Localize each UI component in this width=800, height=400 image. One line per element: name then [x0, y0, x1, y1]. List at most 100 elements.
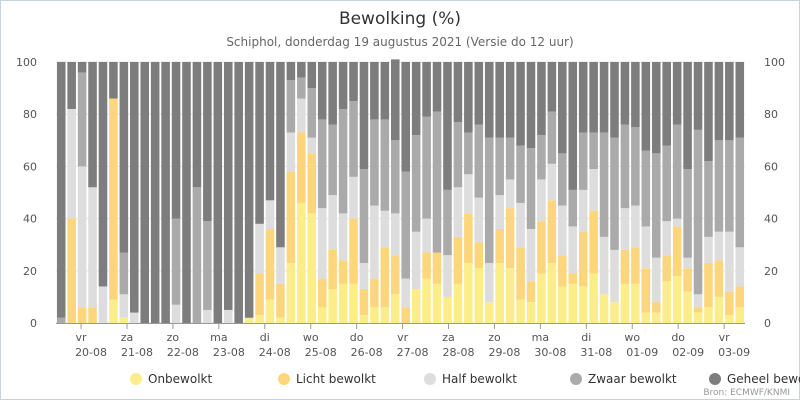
- x-tick-day: zo: [488, 331, 501, 344]
- y-tick-label-right: 40: [764, 213, 778, 226]
- bar-segment: [88, 187, 97, 308]
- bar-segment: [297, 62, 306, 78]
- bar-segment: [276, 317, 285, 323]
- legend-marker: [709, 373, 721, 385]
- bar-segment: [735, 307, 745, 323]
- bar-segment: [255, 273, 264, 316]
- bar-segment: [276, 283, 285, 318]
- bars: [56, 59, 745, 323]
- bar-segment: [98, 62, 108, 287]
- x-tick-day: di: [581, 331, 591, 344]
- bar-segment: [704, 161, 713, 237]
- bar-segment: [255, 62, 264, 224]
- bar-segment: [578, 132, 588, 190]
- bar-segment: [704, 262, 713, 308]
- y-axis-left: 0 20 40 60 80 100: [16, 56, 37, 330]
- legend-label[interactable]: Onbewolkt: [148, 372, 212, 386]
- bar-segment: [735, 137, 745, 248]
- bar-segment: [547, 111, 557, 164]
- bar-segment: [119, 317, 129, 323]
- bar-segment: [286, 80, 296, 133]
- bar-segment: [359, 315, 369, 323]
- bar-segment: [484, 137, 494, 263]
- bar-segment: [432, 111, 442, 253]
- bar-segment: [610, 302, 619, 323]
- bar-segment: [537, 62, 546, 136]
- bar-segment: [464, 262, 473, 323]
- bar-segment: [307, 88, 317, 138]
- bar-segment: [599, 132, 609, 237]
- x-tick-day: ma: [210, 331, 227, 344]
- bar-segment: [370, 119, 379, 206]
- bar-segment: [359, 289, 369, 316]
- bar-segment: [338, 283, 348, 323]
- bar-segment: [631, 127, 640, 206]
- bar-segment: [714, 231, 724, 261]
- legend-marker: [570, 373, 582, 385]
- bar-segment: [578, 231, 588, 287]
- bar-segment: [161, 62, 170, 323]
- legend-label[interactable]: Zwaar bewolkt: [588, 372, 677, 386]
- bar-segment: [401, 62, 410, 172]
- bar-segment: [307, 153, 317, 214]
- bar-segment: [620, 124, 630, 209]
- bar-segment: [317, 119, 327, 209]
- bar-segment: [401, 171, 410, 279]
- bar-segment: [77, 166, 87, 308]
- bar-segment: [651, 153, 661, 258]
- bar-segment: [516, 247, 525, 300]
- bar-segment: [516, 202, 525, 248]
- legend-label[interactable]: Licht bewolkt: [296, 372, 376, 386]
- bar-segment: [297, 202, 306, 323]
- bar-segment: [432, 62, 442, 112]
- legend-label[interactable]: Geheel bewolkt: [727, 372, 800, 386]
- bar-segment: [464, 62, 473, 133]
- bar-segment: [391, 294, 400, 323]
- bar-segment: [547, 163, 557, 201]
- bar-segment: [464, 213, 473, 263]
- bar-segment: [704, 62, 713, 162]
- bar-segment: [140, 62, 150, 323]
- x-tick-day: wo: [303, 331, 319, 344]
- bar-segment: [725, 140, 734, 232]
- bar-segment: [443, 296, 452, 323]
- bar-segment: [359, 62, 369, 170]
- bar-segment: [317, 62, 327, 120]
- x-tick-date: 29-08: [488, 346, 520, 359]
- bar-segment: [526, 281, 536, 303]
- bar-segment: [453, 187, 463, 237]
- legend-label[interactable]: Half bewolkt: [442, 372, 517, 386]
- x-tick-date: 30-08: [534, 346, 566, 359]
- bar-segment: [505, 137, 515, 180]
- bar-segment: [286, 62, 296, 81]
- bar-segment: [662, 62, 671, 146]
- bar-segment: [631, 247, 640, 284]
- bar-segment: [317, 307, 327, 323]
- bar-segment: [589, 62, 598, 133]
- bar-segment: [651, 302, 661, 313]
- bar-segment: [610, 62, 619, 138]
- bar-segment: [578, 286, 588, 323]
- bar-segment: [537, 179, 546, 222]
- x-axis: vr 20-08 za 21-08 zo 22-08 ma 23-08 di 24-08 wo 25-…: [56, 323, 750, 359]
- bar-segment: [516, 62, 525, 146]
- bar-segment: [297, 132, 306, 203]
- bar-segment: [338, 108, 348, 214]
- bar-segment: [683, 268, 692, 292]
- x-tick-date: 31-08: [580, 346, 612, 359]
- bar-segment: [725, 62, 734, 141]
- bar-segment: [130, 312, 139, 323]
- bar-segment: [265, 299, 275, 323]
- bar-segment: [672, 62, 682, 125]
- bar-segment: [558, 153, 567, 206]
- bar-segment: [370, 278, 379, 308]
- bar-segment: [526, 148, 536, 230]
- bar-segment: [422, 252, 431, 279]
- x-tick-date: 28-08: [443, 346, 475, 359]
- x-tick-date: 03-09: [718, 346, 750, 359]
- bar-segment: [391, 140, 400, 214]
- y-tick-label: 100: [16, 56, 37, 69]
- bar-segment: [391, 213, 400, 256]
- bar-segment: [474, 124, 484, 198]
